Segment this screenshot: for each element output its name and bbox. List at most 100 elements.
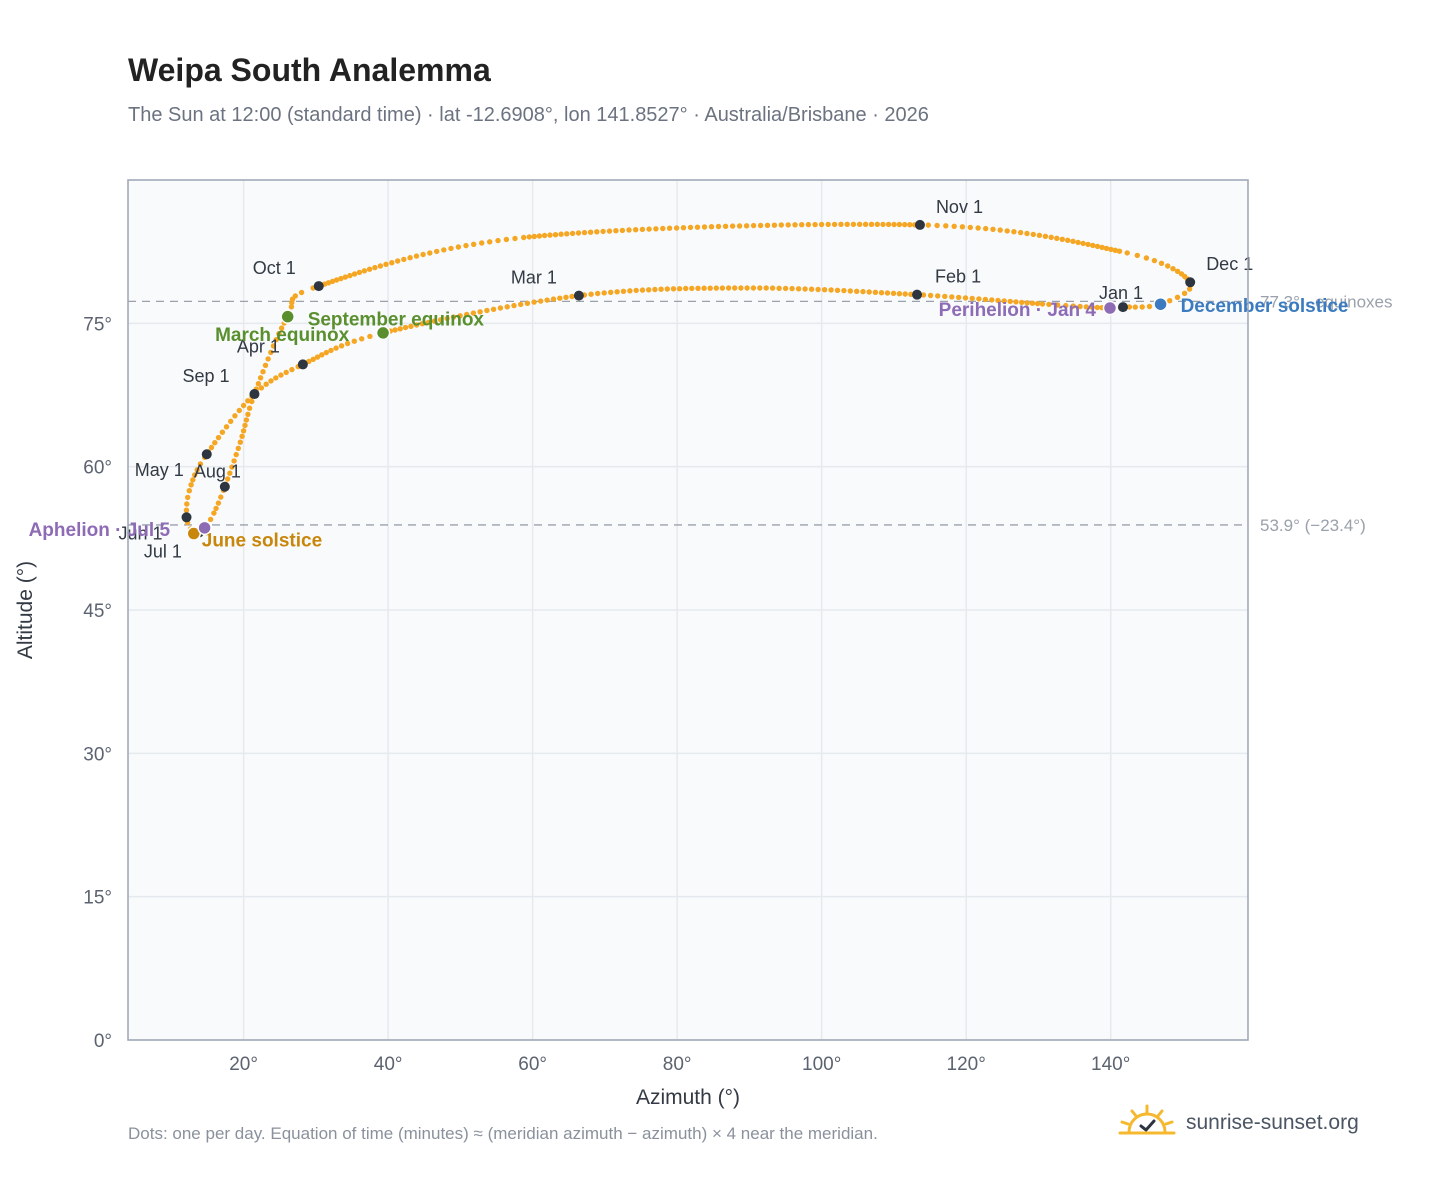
day-dot <box>925 222 931 228</box>
day-dot <box>219 429 226 435</box>
day-dot <box>236 407 242 414</box>
day-dot <box>595 290 601 297</box>
x-tick-label: 40° <box>374 1054 403 1075</box>
month-label: Jan 1 <box>1099 283 1143 303</box>
day-dot <box>1124 250 1130 256</box>
day-dot <box>197 461 204 467</box>
day-dot <box>1116 248 1123 254</box>
day-dot <box>902 221 908 228</box>
day-dot <box>866 289 872 295</box>
day-dot <box>413 322 420 328</box>
day-dot <box>763 285 769 291</box>
day-dot <box>463 242 469 249</box>
day-dot <box>862 221 869 227</box>
day-dot <box>959 224 966 230</box>
month-label: Apr 1 <box>237 336 280 356</box>
brand[interactable]: sunrise-sunset.org <box>1118 1104 1359 1142</box>
day-dot <box>395 258 401 264</box>
day-dot <box>841 287 847 294</box>
day-dot <box>1048 234 1054 240</box>
event-marker <box>280 309 295 324</box>
day-dot <box>1024 300 1030 306</box>
day-dot <box>847 288 853 294</box>
day-dot <box>646 287 652 293</box>
day-dot <box>708 224 715 230</box>
day-dot <box>550 296 557 302</box>
day-dot <box>541 232 548 239</box>
day-dot <box>1029 300 1036 306</box>
day-dot <box>828 287 834 293</box>
day-dot <box>243 417 250 423</box>
day-dot <box>283 369 289 376</box>
day-dot <box>805 221 812 228</box>
reference-lines: 77.3° · equinoxes 53.9° (−23.4°) <box>128 292 1393 535</box>
day-dot <box>372 264 378 271</box>
day-dot <box>1034 300 1041 307</box>
day-dot <box>194 467 200 473</box>
y-tick-label: 75° <box>83 314 112 335</box>
day-dot <box>778 222 784 228</box>
event-label: June solstice <box>202 531 322 552</box>
month-marker <box>573 290 584 301</box>
day-dot <box>890 290 897 296</box>
day-dot <box>1077 303 1083 310</box>
day-dot <box>874 221 880 227</box>
day-dot <box>231 458 237 464</box>
day-dot <box>600 228 606 235</box>
day-dot <box>186 488 192 494</box>
x-tick-label: 80° <box>663 1054 692 1075</box>
day-dot <box>975 225 981 231</box>
day-dot <box>646 226 652 232</box>
day-dot <box>1186 286 1193 292</box>
day-dot <box>233 451 239 458</box>
day-dot <box>359 336 365 342</box>
day-dot <box>249 398 255 405</box>
day-dot <box>633 227 639 233</box>
day-dot <box>673 225 680 231</box>
day-dot <box>896 221 903 228</box>
day-dot <box>613 228 619 234</box>
y-tick-label: 0° <box>94 1031 112 1052</box>
day-dot <box>821 287 828 293</box>
month-label: Aug 1 <box>194 462 241 482</box>
day-dot <box>260 369 266 375</box>
month-marker <box>181 512 192 523</box>
day-dot <box>1054 235 1060 241</box>
month-label: Mar 1 <box>511 268 557 288</box>
month-marker <box>219 481 230 492</box>
day-dot <box>490 306 497 312</box>
day-dot <box>351 271 358 277</box>
day-dot <box>825 221 831 228</box>
day-dot <box>347 272 353 279</box>
day-dot <box>569 230 576 237</box>
day-dot <box>401 256 407 263</box>
month-label: Jun 1 <box>119 523 163 543</box>
day-dot <box>1017 229 1024 236</box>
day-dot <box>764 222 771 228</box>
day-dot <box>227 470 233 476</box>
day-dot <box>633 287 639 294</box>
day-dot <box>1039 301 1046 307</box>
event-label: December solstice <box>1181 296 1349 317</box>
month-label: Jul 1 <box>144 542 182 562</box>
day-dot <box>192 472 198 478</box>
day-dot <box>448 245 454 252</box>
day-dot <box>885 221 892 228</box>
day-dot <box>495 237 501 244</box>
day-dot <box>235 445 241 451</box>
day-dot <box>927 292 934 299</box>
month-marker <box>1185 277 1196 288</box>
day-dot <box>408 323 414 329</box>
day-dot <box>563 294 569 300</box>
month-label: Nov 1 <box>936 197 983 217</box>
day-dot <box>1011 229 1017 235</box>
day-dot <box>361 268 368 274</box>
day-dot <box>471 241 477 247</box>
day-dot <box>776 285 782 291</box>
day-dot <box>1070 238 1076 244</box>
day-dot <box>608 289 614 295</box>
day-dot <box>967 224 973 231</box>
day-dot <box>808 286 815 292</box>
month-label: Feb 1 <box>935 267 981 287</box>
event-label: March equinox <box>215 325 350 346</box>
